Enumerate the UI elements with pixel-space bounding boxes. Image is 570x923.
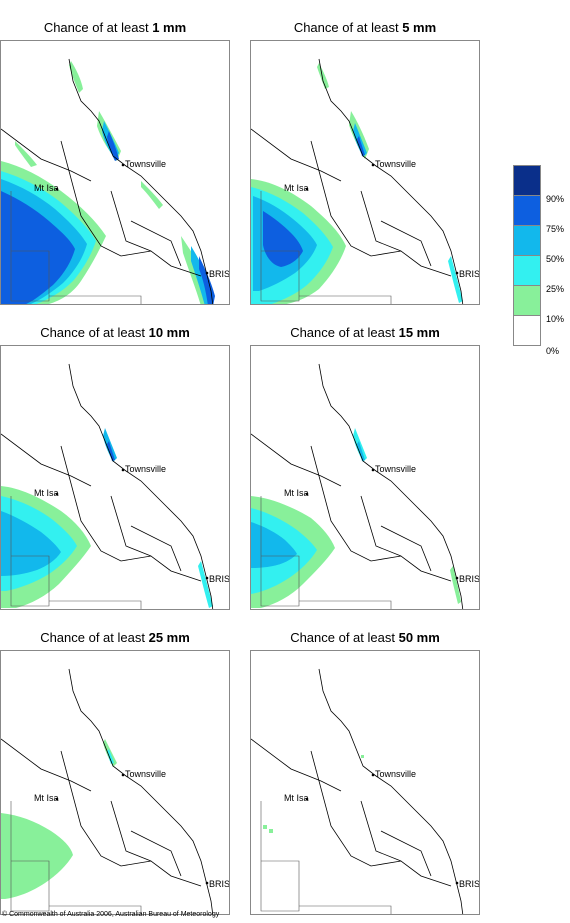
label-townsville: Townsville bbox=[125, 159, 166, 169]
place-markers: Townsville Mt Isa BRIS bbox=[34, 159, 230, 279]
legend-swatch-75 bbox=[513, 195, 541, 226]
label-mt-isa: Mt Isa bbox=[284, 793, 309, 803]
label-brisbane: BRIS bbox=[209, 879, 230, 889]
boundaries bbox=[1, 363, 214, 609]
legend-label-0: 0% bbox=[546, 346, 560, 356]
map-panel-50mm: Townsville Mt Isa BRIS bbox=[250, 650, 480, 915]
label-brisbane: BRIS bbox=[209, 574, 230, 584]
map-5mm: Townsville Mt Isa BRIS bbox=[251, 58, 480, 304]
map-25mm: Townsville Mt Isa BRIS bbox=[1, 668, 230, 914]
label-brisbane: BRIS bbox=[209, 269, 230, 279]
panel-title-10mm: Chance of at least 10 mm bbox=[40, 325, 190, 340]
rain-fields bbox=[263, 755, 364, 833]
map-panel-1mm: Townsville Mt Isa BRIS bbox=[0, 40, 230, 305]
boundaries bbox=[251, 363, 464, 609]
label-mt-isa: Mt Isa bbox=[34, 488, 59, 498]
boundaries bbox=[1, 668, 214, 914]
map-panel-15mm: Townsville Mt Isa BRIS bbox=[250, 345, 480, 610]
legend-label-75: 75% bbox=[546, 224, 565, 234]
label-mt-isa: Mt Isa bbox=[284, 488, 309, 498]
rain-fields bbox=[1, 428, 213, 608]
map-10mm: Townsville Mt Isa BRIS bbox=[1, 363, 230, 609]
map-1mm: Townsville Mt Isa BRIS bbox=[1, 58, 230, 304]
legend-swatch-50 bbox=[513, 225, 541, 256]
legend-label-10: 10% bbox=[546, 314, 565, 324]
legend-label-90: 90% bbox=[546, 194, 565, 204]
label-townsville: Townsville bbox=[375, 769, 416, 779]
map-15mm: Townsville Mt Isa BRIS bbox=[251, 363, 480, 609]
panel-title-50mm: Chance of at least 50 mm bbox=[290, 630, 440, 645]
place-markers: Townsville Mt Isa BRIS bbox=[284, 769, 480, 889]
label-mt-isa: Mt Isa bbox=[284, 183, 309, 193]
map-panel-25mm: Townsville Mt Isa BRIS bbox=[0, 650, 230, 915]
label-brisbane: BRIS bbox=[459, 269, 480, 279]
label-townsville: Townsville bbox=[375, 464, 416, 474]
boundaries bbox=[251, 58, 464, 304]
label-brisbane: BRIS bbox=[459, 574, 480, 584]
legend-label-25: 25% bbox=[546, 284, 565, 294]
copyright-footer: © Commonwealth of Australia 2006, Austra… bbox=[2, 911, 220, 918]
legend-swatch-90 bbox=[513, 165, 541, 196]
label-mt-isa: Mt Isa bbox=[34, 793, 59, 803]
label-brisbane: BRIS bbox=[459, 879, 480, 889]
map-panel-10mm: Townsville Mt Isa BRIS bbox=[0, 345, 230, 610]
panel-title-1mm: Chance of at least 1 mm bbox=[43, 20, 187, 35]
map-panel-5mm: Townsville Mt Isa BRIS bbox=[250, 40, 480, 305]
rain-fields bbox=[1, 739, 117, 899]
panel-title-25mm: Chance of at least 25 mm bbox=[40, 630, 190, 645]
legend-label-50: 50% bbox=[546, 254, 565, 264]
rain-fields bbox=[251, 428, 461, 608]
boundaries bbox=[251, 668, 464, 914]
rain-fields bbox=[251, 63, 463, 304]
panel-title-5mm: Chance of at least 5 mm bbox=[293, 20, 437, 35]
label-townsville: Townsville bbox=[125, 769, 166, 779]
label-townsville: Townsville bbox=[375, 159, 416, 169]
label-townsville: Townsville bbox=[125, 464, 166, 474]
place-markers: Townsville Mt Isa BRIS bbox=[284, 464, 480, 584]
legend-swatch-0 bbox=[513, 315, 541, 346]
boundaries bbox=[1, 58, 214, 304]
place-markers: Townsville Mt Isa BRIS bbox=[284, 159, 480, 279]
place-markers: Townsville Mt Isa BRIS bbox=[34, 769, 230, 889]
rain-fields bbox=[1, 61, 215, 304]
panel-title-15mm: Chance of at least 15 mm bbox=[290, 325, 440, 340]
place-markers: Townsville Mt Isa BRIS bbox=[34, 464, 230, 584]
legend: 90% 75% 50% 25% 10% 0% bbox=[513, 165, 564, 356]
map-50mm: Townsville Mt Isa BRIS bbox=[251, 668, 480, 914]
legend-swatch-10 bbox=[513, 285, 541, 316]
legend-swatch-25 bbox=[513, 255, 541, 286]
label-mt-isa: Mt Isa bbox=[34, 183, 59, 193]
